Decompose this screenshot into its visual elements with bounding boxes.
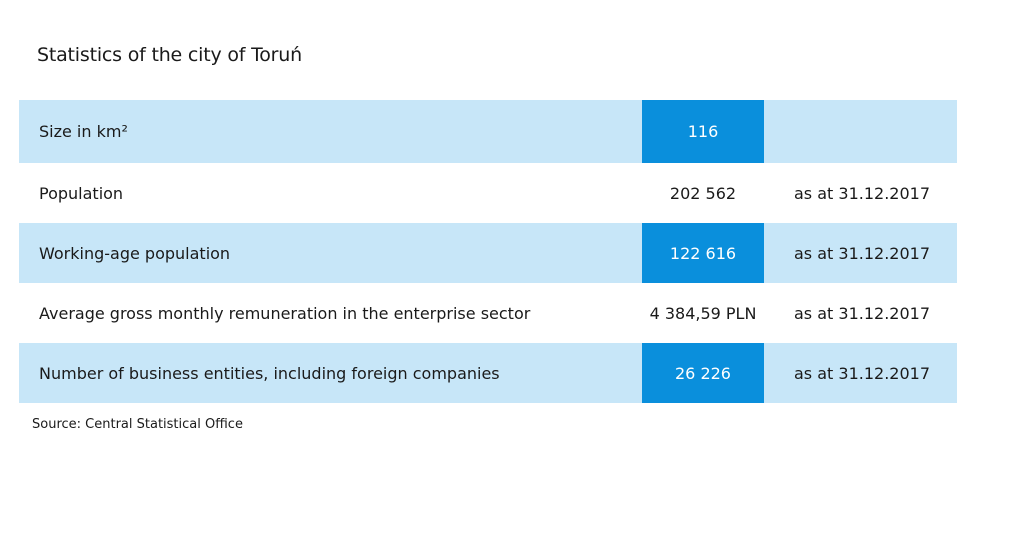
row-value: 26 226 bbox=[642, 343, 764, 403]
row-label: Number of business entities, including f… bbox=[39, 363, 500, 383]
row-label: Size in km² bbox=[39, 122, 128, 141]
table-row: Size in km² 116 bbox=[19, 100, 957, 163]
table-row: Average gross monthly remuneration in th… bbox=[19, 283, 957, 343]
row-date: as at 31.12.2017 bbox=[794, 183, 930, 203]
row-value: 4 384,59 PLN bbox=[649, 303, 757, 323]
row-label: Average gross monthly remuneration in th… bbox=[39, 303, 531, 323]
row-date: as at 31.12.2017 bbox=[794, 243, 930, 263]
row-value: 202 562 bbox=[669, 183, 737, 203]
table-row: Population 202 562 as at 31.12.2017 bbox=[19, 163, 957, 223]
row-value: 122 616 bbox=[642, 223, 764, 283]
table-row: Working-age population 122 616 as at 31.… bbox=[19, 223, 957, 283]
row-date: as at 31.12.2017 bbox=[794, 363, 930, 383]
statistics-table: Size in km² 116 Population 202 562 as at… bbox=[19, 100, 957, 403]
row-date: as at 31.12.2017 bbox=[794, 303, 930, 323]
source-note: Source: Central Statistical Office bbox=[32, 417, 243, 432]
row-value: 116 bbox=[642, 100, 764, 163]
row-label: Working-age population bbox=[39, 243, 231, 263]
table-row: Number of business entities, including f… bbox=[19, 343, 957, 403]
row-label: Population bbox=[39, 183, 124, 203]
page-title: Statistics of the city of Toruń bbox=[37, 44, 302, 66]
